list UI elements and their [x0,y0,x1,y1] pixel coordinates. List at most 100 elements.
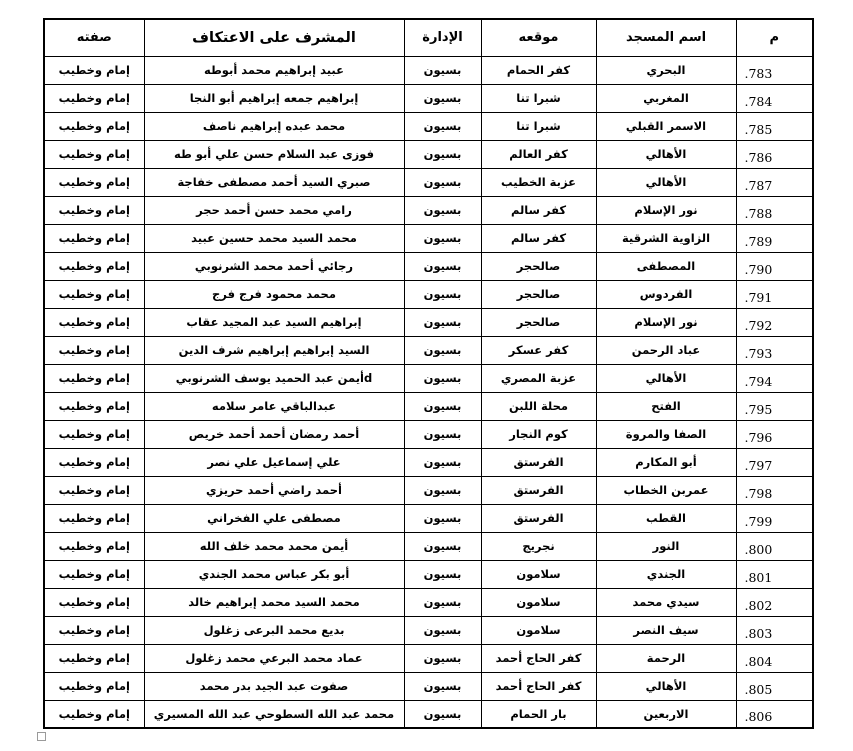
cell-administration: بسيون [403,503,482,533]
cell-administration: بسيون [403,643,482,673]
col-header-number: م [735,18,814,57]
cell-supervisor: أيمن محمد محمد خلف الله [143,531,405,561]
cell-supervisor: أبو بكر عباس محمد الجندي [143,559,405,589]
table-row: 805. الأهالي كفر الحاج أحمد بسيون صفوت عبد ا… [43,671,814,701]
cell-location: سلامون [480,587,597,617]
cell-supervisor: عبيد إبراهيم محمد أبوطه [143,55,405,85]
cell-supervisor: محمد محمود فرج فرج [143,279,405,309]
cell-number: 803. [735,615,814,645]
cell-title: إمام وخطيب [43,307,145,337]
table-row: 795. الفتح محلة اللبن بسيون عبدالباقي عامر س… [43,391,814,421]
cell-administration: بسيون [403,223,482,253]
cell-administration: بسيون [403,363,482,393]
cell-title: إمام وخطيب [43,223,145,253]
cell-title: إمام وخطيب [43,195,145,225]
cell-title: إمام وخطيب [43,335,145,365]
cell-location: كفر عسكر [480,335,597,365]
cell-number: 802. [735,587,814,617]
table-row: 801. الجندي سلامون بسيون أبو بكر عباس محمد ا… [43,559,814,589]
table-row: 804. الرحمة كفر الحاج أحمد بسيون عماد محمد ا… [43,643,814,673]
cell-administration: بسيون [403,167,482,197]
table-row: 803. سيف النصر سلامون بسيون بديع محمد البرعى… [43,615,814,645]
cell-supervisor: مصطفى علي الفخراني [143,503,405,533]
cell-title: إمام وخطيب [43,447,145,477]
cell-supervisor: إبراهيم السيد عبد المجيد عقاب [143,307,405,337]
cell-supervisor: عبدالباقي عامر سلامه [143,391,405,421]
table-row: 798. عمربن الخطاب الفرستق بسيون أحمد راضي أح… [43,475,814,505]
cell-administration: بسيون [403,279,482,309]
cell-mosque-name: الأهالي [595,139,737,169]
cell-title: إمام وخطيب [43,559,145,589]
cell-administration: بسيون [403,559,482,589]
table-row: 793. عباد الرحمن كفر عسكر بسيون السيد إبراهي… [43,335,814,365]
cell-location: شبرا تنا [480,83,597,113]
cell-mosque-name: الفردوس [595,279,737,309]
cell-location: سلامون [480,615,597,645]
cell-mosque-name: الأهالي [595,363,737,393]
cell-mosque-name: الاربعين [595,699,737,729]
cell-title: إمام وخطيب [43,391,145,421]
cell-number: 787. [735,167,814,197]
cell-number: 798. [735,475,814,505]
cell-mosque-name: الجندي [595,559,737,589]
cell-location: كفر سالم [480,223,597,253]
table-row: 802. سيدي محمد سلامون بسيون محمد السيد محمد … [43,587,814,617]
cell-title: إمام وخطيب [43,475,145,505]
cell-number: 785. [735,111,814,141]
col-header-administration: الإدارة [403,18,482,57]
cell-mosque-name: الاسمر القبلي [595,111,737,141]
cell-title: إمام وخطيب [43,251,145,281]
cell-administration: بسيون [403,111,482,141]
cell-title: إمام وخطيب [43,503,145,533]
cell-administration: بسيون [403,391,482,421]
table-row: 789. الزاوية الشرقية كفر سالم بسيون محمد الس… [43,223,814,253]
table-row: 792. نور الإسلام صالحجر بسيون إبراهيم السيد … [43,307,814,337]
cell-administration: بسيون [403,419,482,449]
cell-mosque-name: الزاوية الشرقية [595,223,737,253]
cell-title: إمام وخطيب [43,363,145,393]
table-row: 788. نور الإسلام كفر سالم بسيون رامي محمد حس… [43,195,814,225]
cell-number: 795. [735,391,814,421]
cell-number: 805. [735,671,814,701]
cell-location: كفر العالم [480,139,597,169]
cell-location: نجريج [480,531,597,561]
cell-number: 791. [735,279,814,309]
cell-number: 800. [735,531,814,561]
cell-location: محلة اللبن [480,391,597,421]
cell-administration: بسيون [403,139,482,169]
cell-supervisor: أحمد راضي أحمد حريزي [143,475,405,505]
cell-number: 783. [735,55,814,85]
cell-title: إمام وخطيب [43,167,145,197]
cell-location: كفر الحاج أحمد [480,671,597,701]
cell-number: 792. [735,307,814,337]
cell-location: صالحجر [480,251,597,281]
cell-mosque-name: الصفا والمروة [595,419,737,449]
table-row: 796. الصفا والمروة كوم النجار بسيون أحمد رمض… [43,419,814,449]
cell-supervisor: إبراهيم جمعه إبراهيم أبو النجا [143,83,405,113]
cell-mosque-name: نور الإسلام [595,195,737,225]
cell-supervisor: محمد عبد الله السطوحي عبد الله المسيري [143,699,405,729]
cell-mosque-name: نور الإسلام [595,307,737,337]
cell-administration: بسيون [403,335,482,365]
table-row: 800. النور نجريج بسيون أيمن محمد محمد خلف ال… [43,531,814,561]
col-header-title: صفته [43,18,145,57]
cell-location: سلامون [480,559,597,589]
cell-title: إمام وخطيب [43,699,145,729]
cell-administration: بسيون [403,83,482,113]
cell-administration: بسيون [403,699,482,729]
cell-location: عزبة المصري [480,363,597,393]
cell-mosque-name: سيدي محمد [595,587,737,617]
cell-number: 796. [735,419,814,449]
cell-number: 794. [735,363,814,393]
cell-location: صالحجر [480,307,597,337]
cell-location: كفر الحمام [480,55,597,85]
cell-mosque-name: النور [595,531,737,561]
table-row: 790. المصطفى صالحجر بسيون رجائي أحمد محمد ال… [43,251,814,281]
table-row: 791. الفردوس صالحجر بسيون محمد محمود فرج فرج… [43,279,814,309]
cell-supervisor: dأيمن عبد الحميد يوسف الشرنوبي [143,363,405,393]
cell-supervisor: محمد عبده إبراهيم ناصف [143,111,405,141]
cell-number: 788. [735,195,814,225]
cell-supervisor: السيد إبراهيم إبراهيم شرف الدين [143,335,405,365]
table-row: 787. الأهالي عزبة الخطيب بسيون صبري السيد أح… [43,167,814,197]
cell-number: 786. [735,139,814,169]
